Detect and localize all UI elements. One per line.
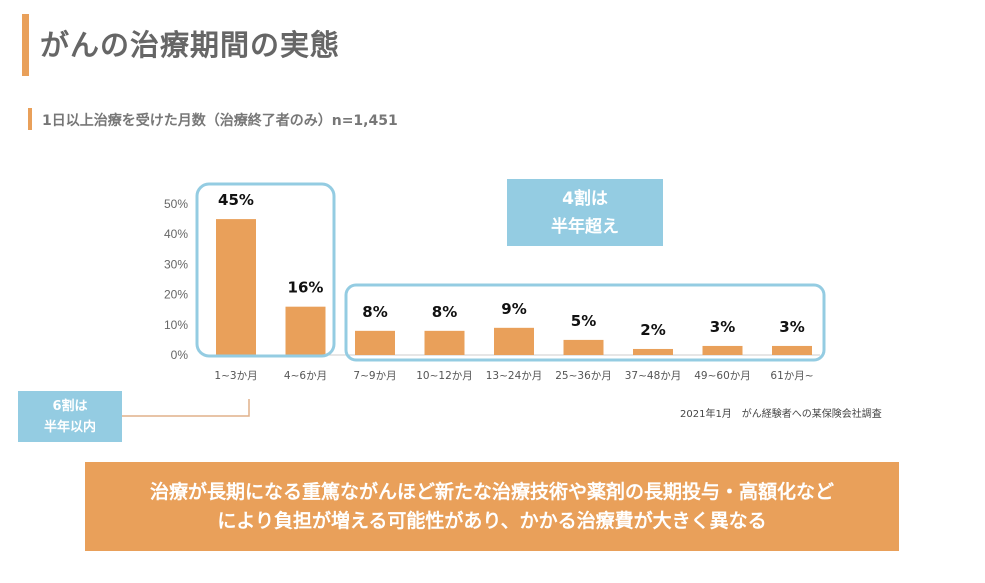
x-tick-label: 10~12か月	[416, 370, 473, 382]
x-tick-label: 13~24か月	[486, 370, 543, 382]
data-label: 3%	[710, 318, 735, 336]
title-accent-bar	[22, 14, 29, 76]
data-label: 45%	[218, 191, 254, 209]
summary-banner: 治療が長期になる重篤ながんほど新たな治療技術や薬剤の長期投与・高額化など により…	[85, 462, 899, 551]
y-tick-label: 10%	[164, 318, 188, 332]
chart-subtitle: 1日以上治療を受けた月数（治療終了者のみ）n=1,451	[42, 113, 398, 129]
bar	[355, 330, 395, 355]
bar	[772, 345, 812, 355]
y-tick-label: 50%	[164, 197, 188, 211]
bar	[633, 348, 673, 355]
source-note: 2021年1月 がん経験者への某保険会社調査	[680, 409, 882, 420]
callout-line: 半年以内	[43, 419, 96, 435]
highlight-box-first-half-year	[195, 182, 336, 358]
banner-line: 治療が長期になる重篤ながんほど新たな治療技術や薬剤の長期投与・高額化など	[149, 480, 834, 503]
highlight-box-over-half-year	[344, 283, 826, 362]
data-label: 5%	[571, 312, 596, 330]
data-label: 8%	[362, 303, 387, 321]
x-tick-label: 25~36か月	[555, 370, 612, 382]
page-title: がんの治療期間の実態	[40, 28, 341, 62]
banner-line: により負担が増える可能性があり、かかる治療費が大きく異なる	[217, 509, 767, 532]
connector-line	[122, 399, 250, 417]
data-label: 9%	[501, 300, 526, 318]
bar	[285, 306, 326, 355]
x-tick-label: 7~9か月	[353, 370, 396, 382]
data-label: 8%	[432, 303, 457, 321]
callout-over-half-year: 4割は 半年超え	[507, 179, 663, 246]
bar	[216, 219, 256, 355]
data-label: 3%	[779, 318, 804, 336]
callout-within-half-year: 6割は 半年以内	[18, 391, 122, 442]
y-tick-label: 20%	[164, 288, 188, 302]
callout-line: 6割は	[52, 398, 88, 414]
subtitle-accent-bar	[28, 108, 32, 130]
data-label: 2%	[640, 321, 665, 339]
callout-line: 半年超え	[551, 216, 619, 237]
y-tick-label: 0%	[171, 348, 189, 362]
bar	[424, 330, 465, 355]
x-tick-label: 49~60か月	[694, 370, 751, 382]
callout-line: 4割は	[562, 188, 608, 209]
bar	[494, 327, 534, 355]
y-tick-label: 30%	[164, 257, 188, 271]
bar	[702, 345, 743, 355]
data-label: 16%	[288, 279, 324, 297]
x-tick-label: 1~3か月	[214, 370, 257, 382]
y-tick-label: 40%	[164, 227, 188, 241]
x-tick-label: 37~48か月	[625, 370, 682, 382]
bar	[563, 339, 604, 355]
x-tick-label: 4~6か月	[284, 370, 327, 382]
x-tick-label: 61か月~	[770, 370, 813, 382]
